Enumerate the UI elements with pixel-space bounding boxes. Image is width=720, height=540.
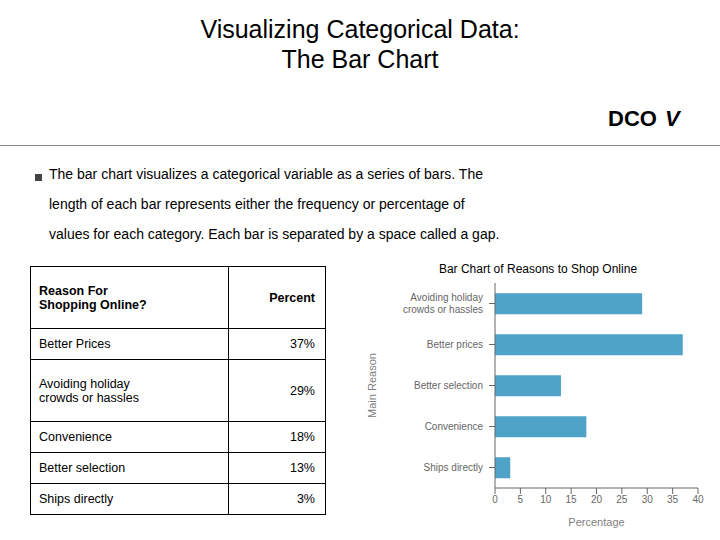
html-text:18%: 18% — [290, 430, 315, 444]
svg-text:5: 5 — [518, 494, 524, 505]
svg-text:Better selection: Better selection — [414, 380, 483, 391]
svg-text:Convenience: Convenience — [425, 421, 484, 432]
html-text:Bar Chart of Reasons to Shop O: Bar Chart of Reasons to Shop Online — [438, 262, 638, 276]
svg-text:40: 40 — [692, 494, 704, 505]
html-text:The bar chart visualizes a cat: The bar chart visualizes a categorical v… — [49, 166, 483, 182]
html-text:13%: 13% — [290, 461, 315, 475]
html-text:Ships directly: Ships directly — [39, 492, 114, 506]
svg-text:0: 0 — [492, 494, 498, 505]
svg-text:Percentage: Percentage — [568, 516, 624, 528]
svg-text:15: 15 — [566, 494, 578, 505]
html-text:Percent: Percent — [269, 290, 315, 305]
svg-text:30: 30 — [642, 494, 654, 505]
html-text:Avoiding holiday crowds or has: Avoiding holiday crowds or hassles — [39, 376, 139, 405]
html-text:length of each bar represents: length of each bar represents either the… — [49, 196, 465, 212]
html-text:37%: 37% — [290, 337, 315, 351]
svg-text:Main Reason: Main Reason — [366, 353, 378, 418]
svg-text:35: 35 — [667, 494, 679, 505]
svg-text:20: 20 — [591, 494, 603, 505]
svg-text:25: 25 — [616, 494, 628, 505]
svg-text:10: 10 — [540, 494, 552, 505]
html-text:values for each category. Each: values for each category. Each bar is se… — [49, 226, 500, 242]
html-text:3%: 3% — [296, 492, 315, 506]
html-text:Better selection: Better selection — [39, 461, 126, 475]
html-text:The Bar Chart: The Bar Chart — [281, 45, 439, 73]
svg-text:Avoiding holidaycrowds or hass: Avoiding holidaycrowds or hassles — [403, 292, 483, 315]
html-text:DCO V: DCO V — [608, 106, 680, 131]
html-text:Convenience: Convenience — [39, 430, 112, 444]
html-text:29%: 29% — [290, 383, 315, 398]
svg-text:Better prices: Better prices — [427, 339, 483, 350]
html-text:Better Prices: Better Prices — [39, 337, 111, 351]
html-text:Reason For Shopping Online?: Reason For Shopping Online? — [39, 283, 147, 312]
html-text:Visualizing Categorical Data:: Visualizing Categorical Data: — [200, 15, 520, 43]
svg-text:Ships directly: Ships directly — [424, 462, 483, 473]
